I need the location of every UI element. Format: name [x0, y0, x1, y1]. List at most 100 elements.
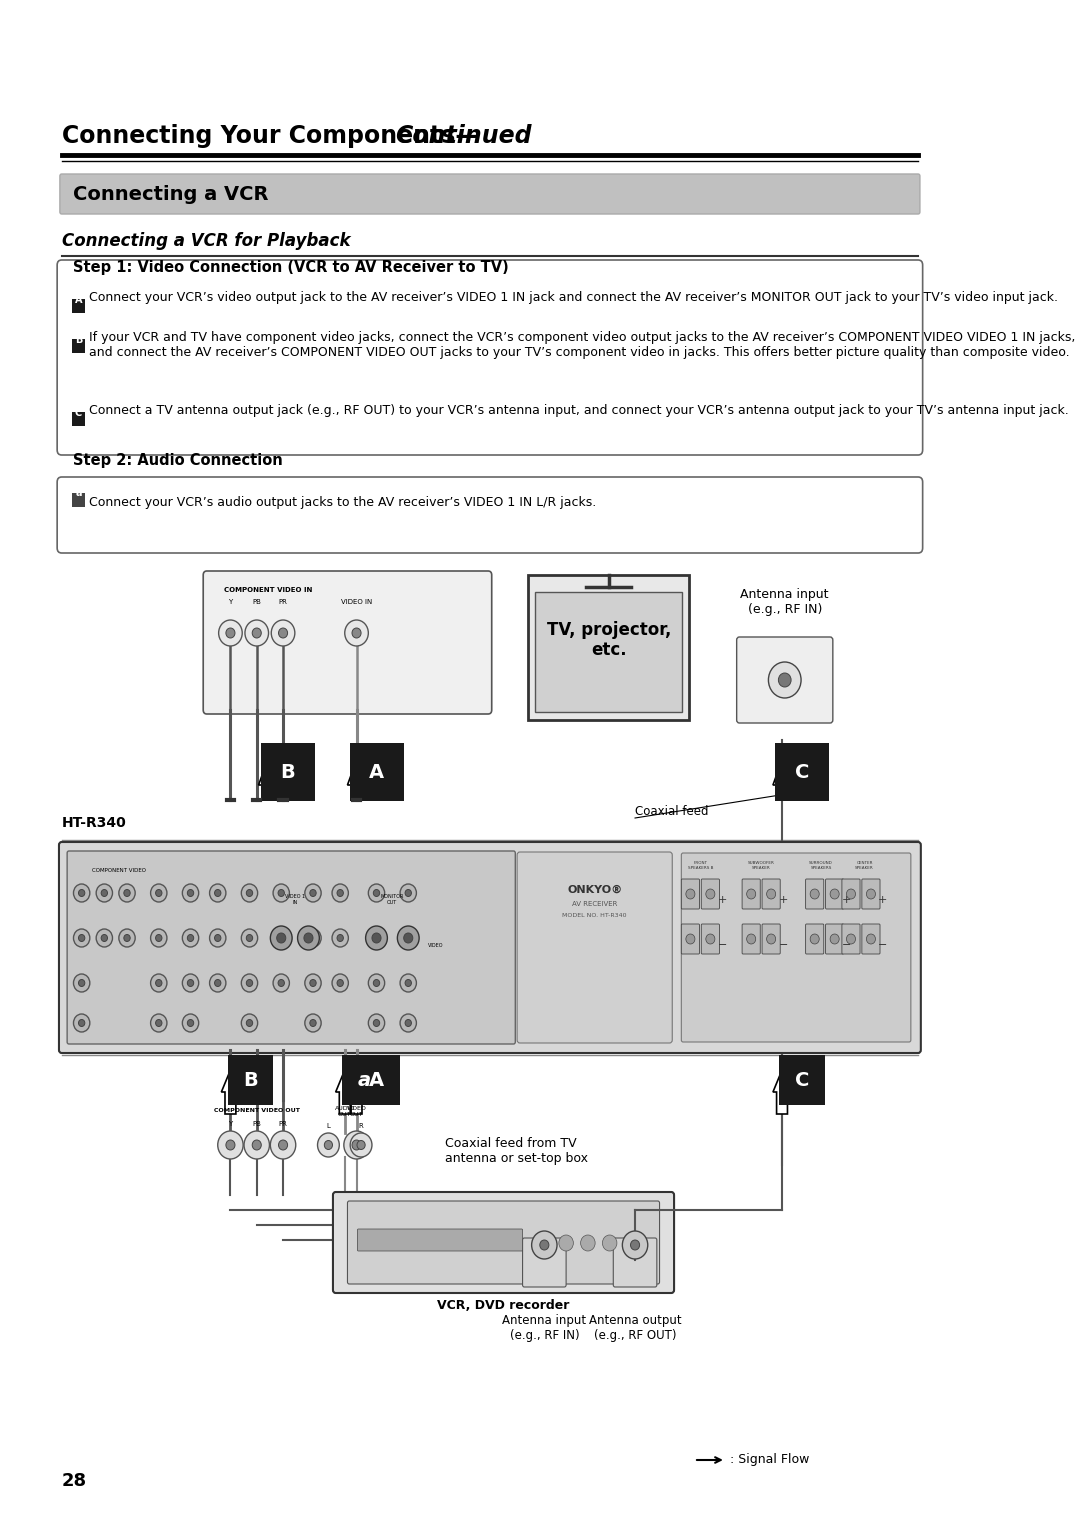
Circle shape: [706, 889, 715, 898]
Circle shape: [150, 885, 167, 902]
Text: Connect your VCR’s audio output jacks to the AV receiver’s VIDEO 1 IN L/R jacks.: Connect your VCR’s audio output jacks to…: [89, 497, 596, 509]
Circle shape: [124, 889, 131, 897]
Circle shape: [79, 979, 85, 987]
Text: AUDIO
OUT: AUDIO OUT: [335, 1106, 355, 1117]
Circle shape: [810, 889, 820, 898]
Text: B: B: [75, 335, 82, 345]
Circle shape: [273, 929, 289, 947]
Circle shape: [357, 1140, 365, 1149]
Circle shape: [768, 662, 801, 698]
Text: Y: Y: [228, 599, 232, 605]
Circle shape: [271, 620, 295, 646]
Polygon shape: [348, 759, 366, 785]
Circle shape: [150, 973, 167, 992]
Circle shape: [273, 973, 289, 992]
Circle shape: [270, 926, 292, 950]
Circle shape: [150, 929, 167, 947]
Circle shape: [96, 929, 112, 947]
Circle shape: [352, 1140, 361, 1151]
FancyBboxPatch shape: [523, 1238, 566, 1287]
Text: VIDEO
OUT: VIDEO OUT: [347, 1106, 366, 1117]
Text: A: A: [75, 295, 82, 306]
Circle shape: [324, 1140, 333, 1149]
Circle shape: [210, 973, 226, 992]
Circle shape: [343, 1131, 369, 1160]
Circle shape: [374, 979, 380, 987]
Text: ONKYO®: ONKYO®: [567, 885, 622, 895]
FancyBboxPatch shape: [536, 591, 683, 712]
Text: Continued: Continued: [394, 124, 531, 148]
FancyBboxPatch shape: [57, 477, 922, 553]
Text: A: A: [369, 762, 384, 781]
FancyBboxPatch shape: [737, 637, 833, 723]
Circle shape: [119, 929, 135, 947]
Text: SUBWOOFER
SPEAKER: SUBWOOFER SPEAKER: [747, 862, 774, 869]
Circle shape: [246, 889, 253, 897]
Circle shape: [746, 889, 756, 898]
Circle shape: [183, 929, 199, 947]
Circle shape: [368, 929, 384, 947]
Text: PB: PB: [253, 1122, 261, 1128]
Circle shape: [273, 885, 289, 902]
Circle shape: [374, 935, 380, 941]
FancyBboxPatch shape: [72, 339, 85, 353]
Text: B: B: [243, 1071, 258, 1089]
Circle shape: [337, 979, 343, 987]
Text: FRONT
SPEAKERS B: FRONT SPEAKERS B: [688, 862, 713, 869]
Text: Y: Y: [228, 1122, 232, 1128]
Text: HT-R340: HT-R340: [62, 816, 126, 830]
Circle shape: [767, 934, 775, 944]
Circle shape: [102, 889, 108, 897]
FancyBboxPatch shape: [701, 879, 719, 909]
Text: PR: PR: [279, 1122, 287, 1128]
FancyBboxPatch shape: [742, 924, 760, 953]
Circle shape: [156, 935, 162, 941]
Circle shape: [405, 889, 411, 897]
FancyBboxPatch shape: [806, 924, 824, 953]
Text: C: C: [75, 408, 82, 419]
Circle shape: [226, 1140, 235, 1151]
Text: PR: PR: [279, 599, 287, 605]
FancyBboxPatch shape: [57, 260, 922, 455]
Circle shape: [558, 1235, 573, 1251]
FancyBboxPatch shape: [762, 879, 780, 909]
Text: Connecting a VCR for Playback: Connecting a VCR for Playback: [62, 232, 350, 251]
FancyBboxPatch shape: [701, 924, 719, 953]
FancyBboxPatch shape: [72, 298, 85, 313]
Text: +: +: [717, 895, 727, 905]
FancyBboxPatch shape: [862, 924, 880, 953]
Text: Antenna output
(e.g., RF OUT): Antenna output (e.g., RF OUT): [589, 1314, 681, 1342]
FancyBboxPatch shape: [59, 842, 921, 1053]
Circle shape: [73, 929, 90, 947]
Circle shape: [310, 935, 316, 941]
Circle shape: [210, 929, 226, 947]
Polygon shape: [221, 1070, 240, 1114]
Circle shape: [298, 926, 320, 950]
Text: Antenna input
(e.g., RF IN): Antenna input (e.g., RF IN): [741, 588, 829, 616]
Text: A: A: [369, 762, 384, 781]
Circle shape: [400, 885, 417, 902]
Circle shape: [276, 934, 286, 943]
Circle shape: [337, 935, 343, 941]
Text: VCR, DVD recorder: VCR, DVD recorder: [437, 1299, 569, 1313]
Text: Connect a TV antenna output jack (e.g., RF OUT) to your VCR’s antenna input, and: Connect a TV antenna output jack (e.g., …: [89, 403, 1068, 417]
Circle shape: [278, 889, 284, 897]
Circle shape: [405, 979, 411, 987]
Circle shape: [372, 934, 381, 943]
Circle shape: [810, 934, 820, 944]
Circle shape: [79, 1019, 85, 1027]
Text: VIDEO 1
IN: VIDEO 1 IN: [285, 894, 305, 905]
Text: VIDEO IN: VIDEO IN: [341, 599, 373, 605]
Text: Connecting a VCR: Connecting a VCR: [72, 185, 268, 203]
Text: COMPONENT VIDEO IN: COMPONENT VIDEO IN: [225, 587, 313, 593]
Text: C: C: [795, 1071, 809, 1089]
Circle shape: [631, 1241, 639, 1250]
Text: −: −: [717, 940, 727, 950]
Circle shape: [246, 979, 253, 987]
Circle shape: [246, 935, 253, 941]
Circle shape: [241, 929, 258, 947]
Circle shape: [215, 935, 221, 941]
Circle shape: [374, 889, 380, 897]
Circle shape: [305, 929, 321, 947]
Circle shape: [279, 628, 287, 639]
